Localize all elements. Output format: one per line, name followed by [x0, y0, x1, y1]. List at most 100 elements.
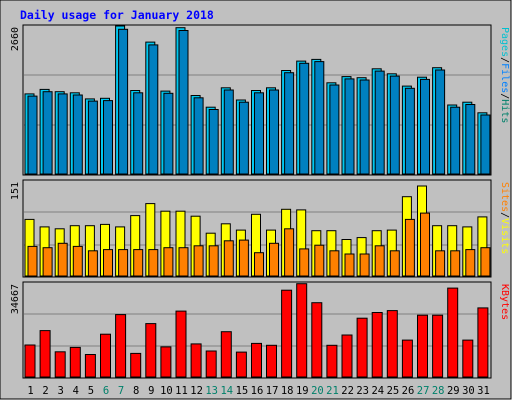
bar-sites-day-26 — [404, 218, 415, 277]
x-tick-label: 4 — [73, 385, 79, 397]
x-tick-label: 11 — [175, 385, 188, 397]
legend-entry: Files — [499, 63, 510, 93]
bar-kbytes-day-1 — [24, 344, 36, 378]
bar-sites-day-22 — [344, 253, 355, 277]
bar-kbytes-day-26 — [401, 339, 413, 378]
bar-files-day-31 — [480, 114, 491, 175]
bar-kbytes-day-7 — [115, 314, 127, 378]
bar-files-day-22 — [344, 78, 355, 175]
bar-sites-day-14 — [223, 240, 234, 277]
bar-files-day-1 — [27, 95, 38, 175]
bar-files-day-13 — [208, 109, 219, 175]
bar-sites-day-19 — [299, 248, 310, 277]
bar-files-day-16 — [254, 92, 264, 175]
bar-kbytes-day-22 — [341, 334, 353, 378]
bar-files-day-21 — [329, 84, 340, 175]
bar-sites-day-28 — [435, 250, 446, 277]
bar-kbytes-day-9 — [145, 323, 157, 378]
x-tick-label: 9 — [148, 385, 154, 397]
x-tick-label: 19 — [296, 385, 309, 397]
bar-sites-day-11 — [178, 247, 189, 277]
bar-files-day-11 — [178, 30, 189, 175]
legend-entry: Sites — [499, 182, 510, 212]
bar-sites-day-24 — [374, 245, 385, 277]
bar-sites-day-20 — [314, 244, 325, 277]
bar-files-day-25 — [389, 75, 400, 175]
bar-kbytes-day-16 — [251, 342, 262, 378]
visits-sites-panel: 151 Sites/Visits — [10, 179, 510, 278]
bar-files-day-17 — [269, 89, 279, 175]
legend: Sites/Visits — [499, 182, 510, 254]
x-tick-label: 27 — [417, 385, 430, 397]
chart-title: Daily usage for January 2018 — [20, 8, 214, 22]
bar-kbytes-day-21 — [326, 344, 338, 378]
kbytes-panel: 34667 KBytes — [10, 281, 510, 379]
bar-kbytes-day-10 — [160, 346, 172, 378]
x-tick-label: 8 — [133, 385, 139, 397]
bar-sites-day-31 — [480, 247, 491, 277]
x-tick-label: 12 — [190, 385, 203, 397]
bar-files-day-18 — [284, 72, 295, 175]
bar-kbytes-day-24 — [371, 312, 383, 378]
bar-files-day-27 — [420, 78, 430, 175]
bar-sites-day-30 — [465, 249, 476, 277]
bar-kbytes-day-30 — [462, 339, 474, 378]
bar-kbytes-day-19 — [296, 283, 308, 378]
bar-sites-day-5 — [87, 250, 98, 277]
bar-kbytes-day-3 — [54, 351, 66, 378]
bar-files-day-10 — [163, 92, 174, 175]
bar-sites-day-10 — [163, 247, 174, 277]
bar-kbytes-day-18 — [281, 289, 293, 378]
legend-entry: / — [499, 212, 510, 218]
bar-sites-day-29 — [450, 250, 461, 277]
bar-files-day-7 — [118, 28, 129, 175]
x-tick-label: 18 — [281, 385, 294, 397]
bar-files-day-14 — [223, 89, 234, 175]
bar-files-day-6 — [103, 100, 113, 175]
bar-sites-day-23 — [359, 253, 370, 277]
bar-kbytes-day-31 — [477, 307, 489, 378]
bar-kbytes-day-14 — [220, 331, 232, 378]
bar-sites-day-13 — [208, 245, 219, 277]
legend-entry: Pages — [499, 27, 510, 57]
bar-kbytes-day-20 — [311, 302, 323, 378]
bar-files-day-8 — [133, 92, 144, 175]
legend-entry: Hits — [499, 99, 510, 123]
bar-kbytes-day-5 — [84, 354, 96, 378]
bar-sites-day-21 — [329, 250, 340, 277]
bar-sites-day-8 — [133, 249, 144, 277]
y-max-label: 2660 — [10, 27, 21, 51]
x-tick-label: 22 — [341, 385, 354, 397]
bar-files-day-26 — [404, 87, 415, 175]
bar-kbytes-day-23 — [356, 317, 368, 378]
bar-kbytes-day-25 — [386, 310, 398, 378]
bar-files-day-15 — [238, 101, 249, 175]
bar-kbytes-day-8 — [130, 352, 142, 378]
bar-kbytes-day-29 — [447, 287, 459, 378]
x-tick-label: 31 — [477, 385, 490, 397]
x-tick-label: 2 — [42, 385, 48, 397]
bar-sites-day-18 — [284, 228, 295, 277]
bar-kbytes-day-6 — [100, 333, 111, 378]
bar-files-day-29 — [450, 106, 461, 175]
x-tick-label: 28 — [432, 385, 445, 397]
x-tick-label: 3 — [58, 385, 64, 397]
x-tick-label: 20 — [311, 385, 324, 397]
bar-kbytes-day-17 — [266, 344, 277, 378]
x-tick-label: 13 — [205, 385, 218, 397]
bar-files-day-23 — [359, 79, 370, 175]
bar-sites-day-16 — [254, 252, 264, 277]
legend-entry: KBytes — [499, 284, 510, 320]
x-tick-label: 14 — [220, 385, 233, 397]
x-tick-label: 29 — [447, 385, 460, 397]
x-tick-label: 1 — [27, 385, 33, 397]
bar-kbytes-day-13 — [205, 350, 217, 378]
bar-kbytes-day-27 — [417, 314, 428, 378]
legend-entry: Visits — [499, 218, 510, 254]
bar-files-day-20 — [314, 61, 325, 175]
bar-files-day-12 — [193, 97, 204, 175]
bar-files-day-28 — [435, 69, 446, 175]
bar-files-day-3 — [57, 93, 68, 175]
x-tick-label: 5 — [88, 385, 94, 397]
bar-sites-day-6 — [103, 249, 113, 277]
